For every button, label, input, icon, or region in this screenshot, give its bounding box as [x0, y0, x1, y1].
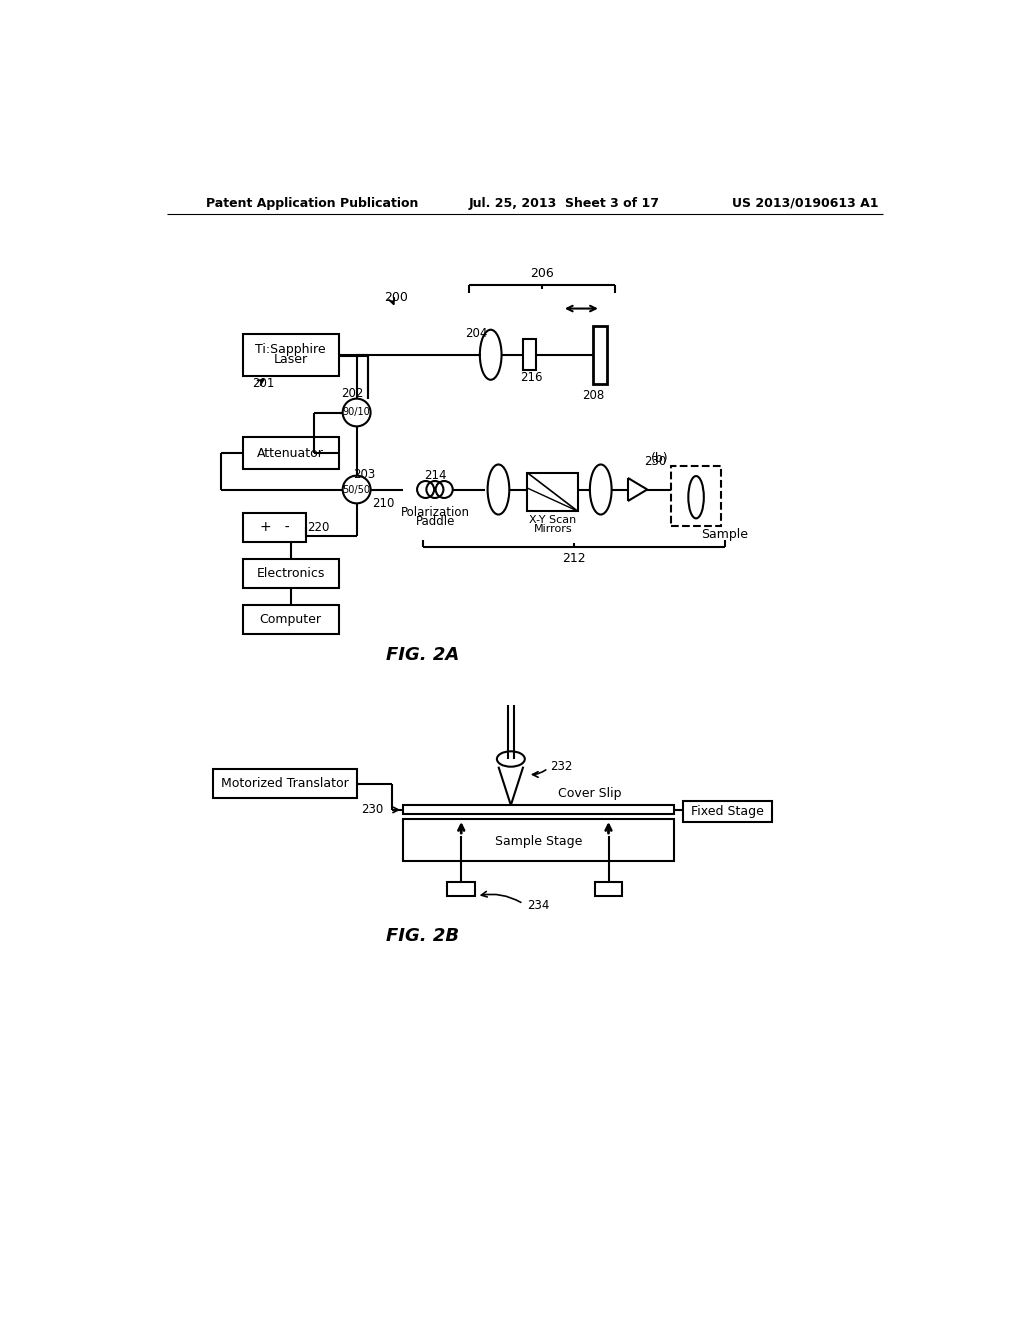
Text: Cover Slip: Cover Slip [558, 787, 622, 800]
Text: Jul. 25, 2013  Sheet 3 of 17: Jul. 25, 2013 Sheet 3 of 17 [469, 197, 660, 210]
Bar [213, 770, 356, 799]
Text: +   -: + - [260, 520, 290, 535]
Text: 202: 202 [342, 387, 364, 400]
Text: 230: 230 [644, 454, 667, 467]
Bar [243, 437, 339, 470]
Text: 206: 206 [530, 268, 554, 280]
Bar [527, 473, 578, 511]
Text: 212: 212 [562, 552, 586, 565]
Text: Sample Stage: Sample Stage [495, 834, 583, 847]
Text: X-Y Scan: X-Y Scan [529, 515, 577, 525]
Text: 200: 200 [384, 290, 408, 304]
Text: Sample: Sample [701, 528, 749, 541]
Bar [683, 800, 772, 822]
Bar [243, 512, 306, 543]
Text: 214: 214 [424, 469, 446, 482]
Text: 50/50: 50/50 [343, 484, 371, 495]
Text: 210: 210 [373, 496, 395, 510]
Text: Attenuator: Attenuator [257, 446, 325, 459]
Text: Electronics: Electronics [257, 566, 325, 579]
Text: 232: 232 [550, 760, 572, 774]
Text: Patent Application Publication: Patent Application Publication [206, 197, 418, 210]
Bar [671, 466, 721, 527]
Bar [243, 605, 339, 635]
Text: Laser: Laser [273, 352, 308, 366]
Text: FIG. 2A: FIG. 2A [386, 645, 459, 664]
Text: 216: 216 [520, 371, 543, 384]
Text: 201: 201 [252, 376, 274, 389]
Bar [447, 882, 475, 896]
Text: Ti:Sapphire: Ti:Sapphire [255, 343, 326, 356]
Text: (b): (b) [651, 453, 669, 465]
Text: Motorized Translator: Motorized Translator [221, 777, 348, 791]
Text: 220: 220 [306, 520, 329, 533]
Text: US 2013/0190613 A1: US 2013/0190613 A1 [732, 197, 879, 210]
Text: 234: 234 [527, 899, 550, 912]
Text: 203: 203 [353, 467, 376, 480]
Text: 208: 208 [582, 389, 604, 403]
Bar [403, 805, 675, 814]
Text: Polarization: Polarization [401, 506, 470, 519]
Text: Mirrors: Mirrors [534, 524, 572, 533]
Bar [403, 818, 675, 862]
Text: 90/10: 90/10 [343, 408, 371, 417]
Bar [593, 326, 607, 384]
Text: FIG. 2B: FIG. 2B [386, 927, 459, 945]
Text: Computer: Computer [260, 612, 322, 626]
Text: 230: 230 [361, 804, 384, 816]
Text: Fixed Stage: Fixed Stage [690, 805, 764, 818]
Bar [595, 882, 623, 896]
Bar [243, 558, 339, 589]
Bar [243, 334, 339, 376]
Bar [523, 339, 536, 370]
Text: Paddle: Paddle [416, 515, 456, 528]
Text: 204: 204 [466, 326, 488, 339]
